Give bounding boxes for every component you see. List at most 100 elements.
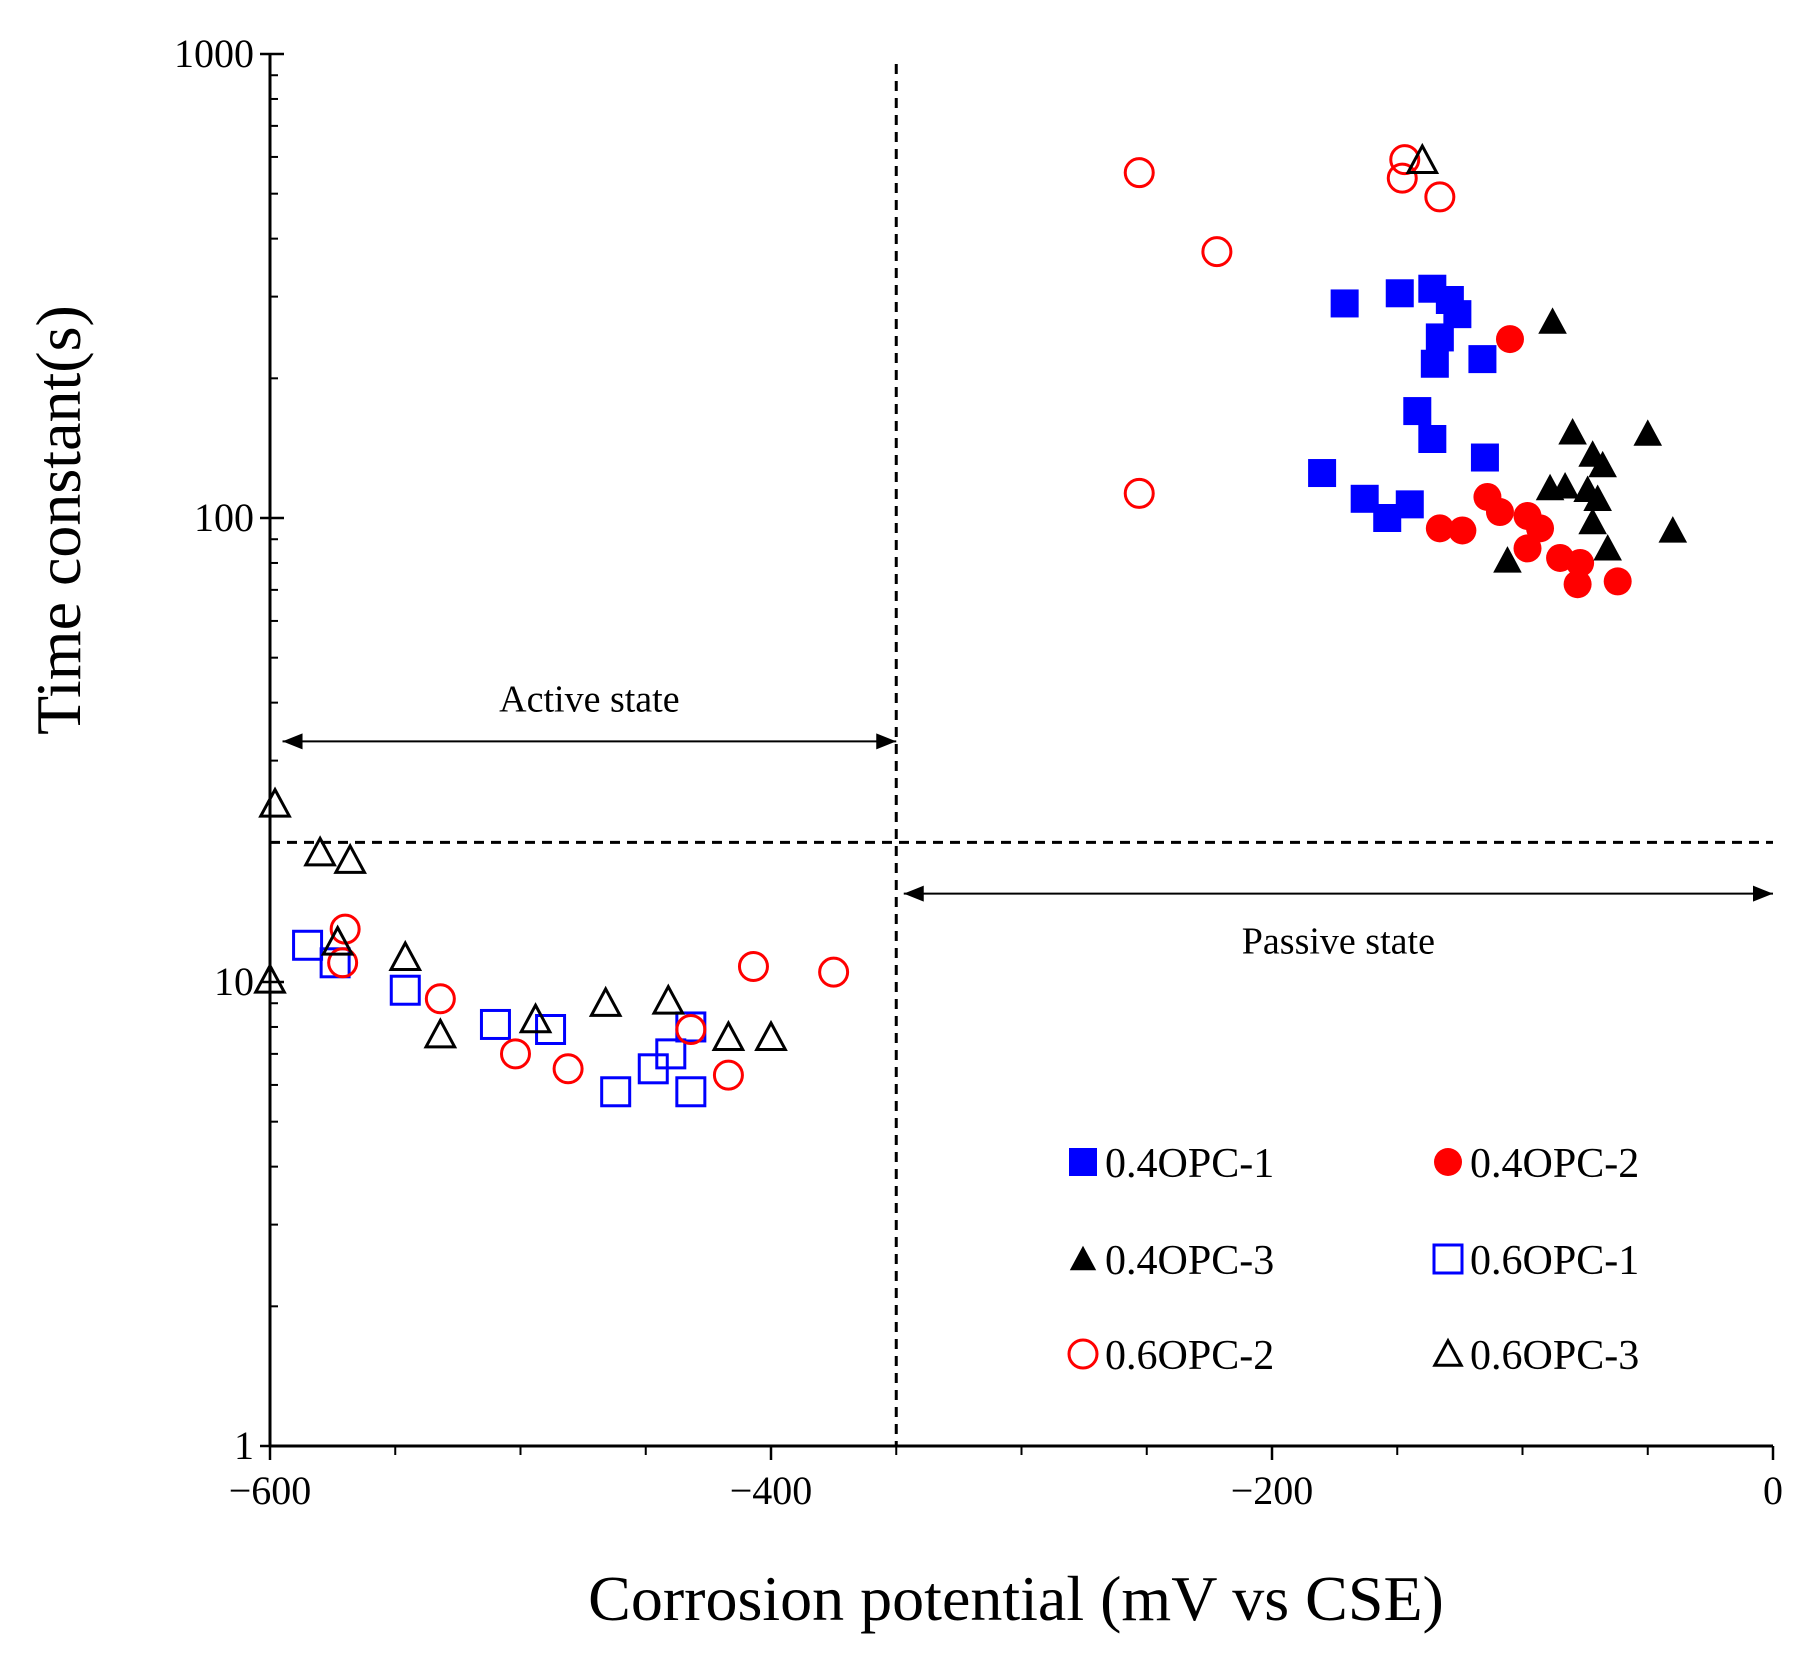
series-06opc-3 bbox=[253, 142, 1440, 1051]
point-04opc-3 bbox=[1593, 534, 1622, 561]
point-04opc-1 bbox=[1468, 345, 1497, 374]
point-04opc-3 bbox=[1550, 472, 1580, 499]
point-06opc-2 bbox=[327, 947, 359, 979]
point-06opc-2 bbox=[1201, 236, 1233, 268]
point-06opc-3 bbox=[588, 985, 623, 1017]
point-04opc-1 bbox=[1330, 289, 1359, 318]
point-06opc-2 bbox=[675, 1014, 707, 1046]
point-06opc-3 bbox=[303, 835, 337, 867]
point-04opc-1 bbox=[1395, 490, 1424, 519]
point-06opc-3 bbox=[253, 962, 287, 994]
passive-state-label: Passive state bbox=[1242, 921, 1435, 963]
x-tick-label: −600 bbox=[229, 1468, 312, 1513]
point-04opc-1 bbox=[1403, 397, 1432, 426]
series-04opc-3 bbox=[1493, 307, 1688, 573]
point-06opc-3 bbox=[1405, 142, 1440, 174]
point-06opc-1 bbox=[675, 1076, 707, 1108]
x-tick-label: −400 bbox=[730, 1468, 813, 1513]
legend-marker-04opc-3 bbox=[1069, 1245, 1097, 1271]
legend-item-04opc-2: 0.4OPC-2 bbox=[1434, 1141, 1639, 1187]
legend-label-04opc-2: 0.4OPC-2 bbox=[1470, 1141, 1639, 1187]
legend-label-04opc-3: 0.4OPC-3 bbox=[1105, 1238, 1274, 1284]
data-points bbox=[253, 142, 1688, 1108]
point-06opc-3 bbox=[423, 1017, 458, 1049]
series-04opc-2 bbox=[1425, 325, 1632, 599]
x-tick-label: 0 bbox=[1763, 1468, 1783, 1513]
series-06opc-2 bbox=[327, 144, 1456, 1091]
point-04opc-2 bbox=[1448, 516, 1477, 545]
legend-label-06opc-2: 0.6OPC-2 bbox=[1105, 1333, 1274, 1379]
point-04opc-1 bbox=[1470, 443, 1499, 472]
point-04opc-1 bbox=[1385, 279, 1414, 308]
point-06opc-3 bbox=[388, 939, 423, 972]
point-04opc-1 bbox=[1418, 424, 1447, 453]
active-state-arrowhead-right bbox=[876, 733, 897, 750]
point-04opc-3 bbox=[1558, 418, 1587, 445]
point-06opc-2 bbox=[818, 956, 850, 988]
point-06opc-3 bbox=[333, 842, 367, 874]
active-state-label: Active state bbox=[499, 678, 679, 720]
point-06opc-3 bbox=[258, 786, 292, 818]
point-06opc-3 bbox=[711, 1019, 746, 1051]
legend: 0.4OPC-1 0.4OPC-2 0.4OPC-3 0.6OPC-1 0.6OPC-2… bbox=[1067, 1141, 1639, 1379]
point-04opc-2 bbox=[1513, 534, 1542, 563]
point-04opc-2 bbox=[1526, 514, 1555, 543]
point-04opc-3 bbox=[1538, 307, 1567, 334]
point-06opc-2 bbox=[737, 950, 769, 982]
point-06opc-2 bbox=[552, 1053, 584, 1085]
legend-label-06opc-3: 0.6OPC-3 bbox=[1470, 1333, 1639, 1379]
point-04opc-1 bbox=[1420, 349, 1449, 378]
point-06opc-3 bbox=[518, 1002, 553, 1034]
passive-state-arrowhead-left bbox=[903, 885, 924, 902]
legend-item-04opc-3: 0.4OPC-3 bbox=[1069, 1238, 1274, 1284]
point-04opc-3 bbox=[1633, 419, 1663, 446]
point-04opc-3 bbox=[1493, 546, 1522, 573]
point-04opc-2 bbox=[1603, 567, 1632, 596]
legend-label-06opc-1: 0.6OPC-1 bbox=[1470, 1238, 1639, 1284]
point-06opc-1 bbox=[655, 1038, 687, 1070]
point-06opc-2 bbox=[1123, 477, 1155, 509]
point-06opc-2 bbox=[1123, 157, 1155, 189]
point-06opc-2 bbox=[1386, 162, 1418, 194]
y-tick-label: 1 bbox=[234, 1423, 254, 1468]
point-04opc-3 bbox=[1588, 450, 1617, 478]
y-tick-label: 10 bbox=[214, 959, 254, 1004]
point-06opc-1 bbox=[319, 947, 351, 979]
legend-marker-06opc-3 bbox=[1432, 1337, 1464, 1367]
legend-item-06opc-2: 0.6OPC-2 bbox=[1067, 1333, 1274, 1379]
legend-label-04opc-1: 0.4OPC-1 bbox=[1105, 1141, 1274, 1187]
point-06opc-1 bbox=[389, 974, 421, 1006]
y-tick-label: 100 bbox=[194, 495, 254, 540]
point-04opc-2 bbox=[1485, 498, 1514, 527]
point-06opc-2 bbox=[1424, 181, 1456, 213]
legend-item-04opc-1: 0.4OPC-1 bbox=[1069, 1141, 1274, 1187]
point-06opc-3 bbox=[320, 924, 355, 956]
point-06opc-2 bbox=[1389, 144, 1421, 176]
point-06opc-1 bbox=[600, 1076, 632, 1108]
point-04opc-3 bbox=[1583, 484, 1612, 511]
legend-item-06opc-3: 0.6OPC-3 bbox=[1432, 1333, 1639, 1379]
legend-marker-06opc-1 bbox=[1432, 1243, 1464, 1275]
point-06opc-1 bbox=[535, 1014, 567, 1046]
active-state-arrowhead-left bbox=[282, 733, 303, 750]
y-axis-title: Time constant(s) bbox=[23, 305, 94, 735]
legend-marker-04opc-1 bbox=[1069, 1148, 1097, 1176]
point-04opc-2 bbox=[1566, 548, 1595, 577]
y-tick-label: 1000 bbox=[174, 31, 254, 76]
point-06opc-2 bbox=[499, 1038, 531, 1070]
point-04opc-2 bbox=[1425, 514, 1454, 543]
point-04opc-2 bbox=[1563, 570, 1592, 599]
legend-item-06opc-1: 0.6OPC-1 bbox=[1432, 1238, 1639, 1284]
point-06opc-1 bbox=[292, 929, 324, 961]
x-axis-title: Corrosion potential (mV vs CSE) bbox=[588, 1563, 1444, 1634]
point-04opc-1 bbox=[1425, 323, 1454, 352]
passive-state-arrowhead-right bbox=[1753, 885, 1773, 902]
point-06opc-3 bbox=[651, 983, 686, 1015]
point-06opc-2 bbox=[424, 983, 456, 1015]
point-04opc-3 bbox=[1658, 516, 1688, 543]
state-annotations: Active state Passive state bbox=[282, 678, 1773, 963]
point-06opc-1 bbox=[479, 1008, 511, 1040]
point-04opc-2 bbox=[1495, 325, 1524, 354]
